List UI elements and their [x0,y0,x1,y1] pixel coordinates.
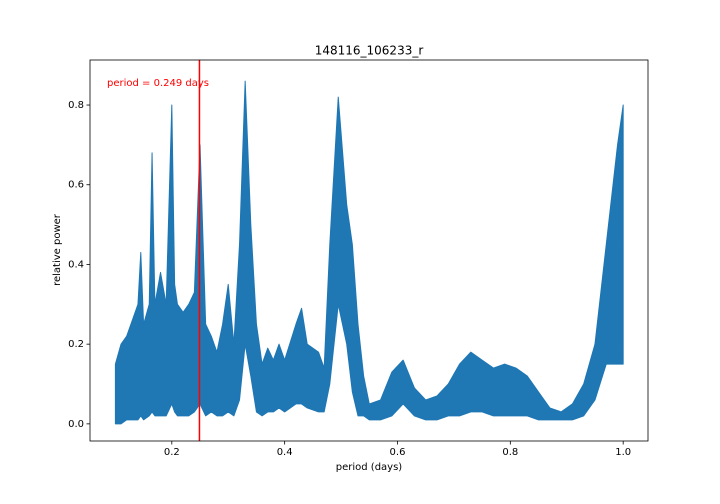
x-tick-label: 0.8 [502,447,518,458]
x-axis-label: period (days) [336,462,403,473]
y-tick-label: 0.4 [68,259,84,270]
y-tick-label: 0.6 [68,180,84,191]
chart-title: 148116_106233_r [315,44,424,58]
period-label: period = 0.249 days [107,78,209,89]
power-band [114,80,624,425]
x-tick-label: 1.0 [615,447,631,458]
y-tick-label: 0.0 [68,419,84,430]
x-tick-label: 0.6 [390,447,406,458]
plot-frame [89,59,649,442]
x-tick-label: 0.4 [277,447,293,458]
x-tick-label: 0.2 [164,447,180,458]
y-tick-label: 0.8 [68,100,84,111]
y-axis-label: relative power [52,213,63,286]
y-tick-label: 0.2 [68,339,84,350]
